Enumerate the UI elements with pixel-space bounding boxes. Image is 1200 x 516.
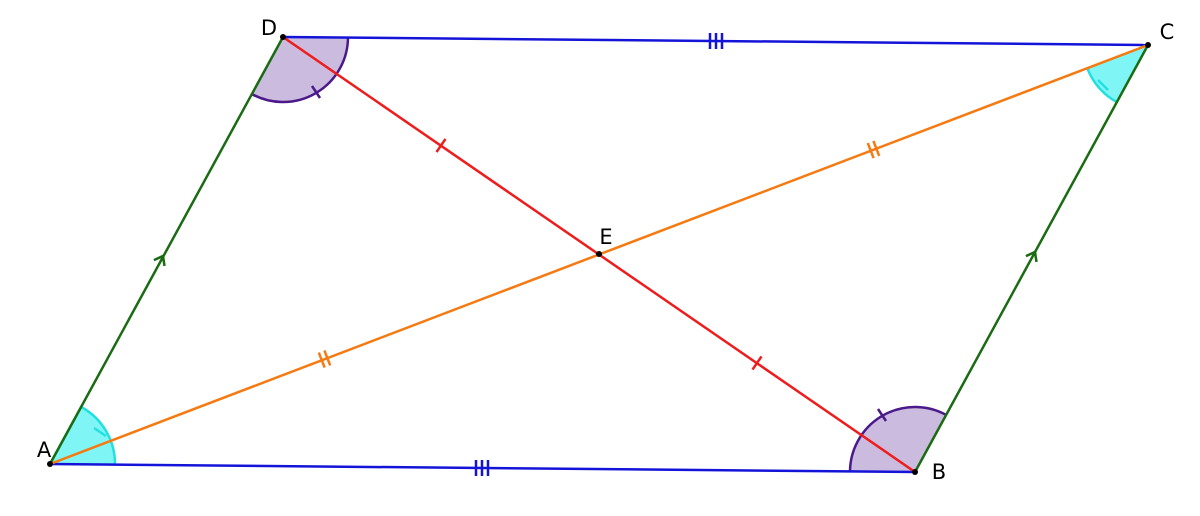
segment-tick xyxy=(872,140,881,157)
label-d: D xyxy=(261,16,277,40)
segment-ticks-ab xyxy=(474,460,490,476)
parallel-arrow xyxy=(1025,250,1038,263)
label-c: C xyxy=(1160,20,1175,44)
segment-ticks-dc xyxy=(708,33,724,49)
angle-d xyxy=(251,37,348,103)
angle-tick xyxy=(1097,79,1109,91)
angle-a-arc xyxy=(48,405,117,465)
segment-tick xyxy=(751,355,763,371)
point-a xyxy=(47,461,53,467)
angle-c-arc xyxy=(1086,67,1118,104)
point-b xyxy=(912,469,918,475)
side-bc xyxy=(913,44,1150,473)
segment-tick xyxy=(317,352,326,369)
point-d xyxy=(280,34,286,40)
label-a: A xyxy=(37,438,52,462)
angle-tick xyxy=(93,426,107,438)
point-c xyxy=(1145,42,1151,48)
label-b: B xyxy=(932,460,946,484)
side-ad xyxy=(48,36,285,465)
parallel-arrow xyxy=(153,254,166,267)
label-e: E xyxy=(599,225,612,249)
angle-b xyxy=(850,406,947,472)
angle-c xyxy=(1087,45,1148,103)
angle-tick xyxy=(876,408,888,422)
point-e xyxy=(596,251,602,257)
segment-tick xyxy=(323,349,332,366)
segment-tick xyxy=(435,138,447,153)
segment-tick xyxy=(866,142,875,159)
angle-tick xyxy=(310,85,322,99)
